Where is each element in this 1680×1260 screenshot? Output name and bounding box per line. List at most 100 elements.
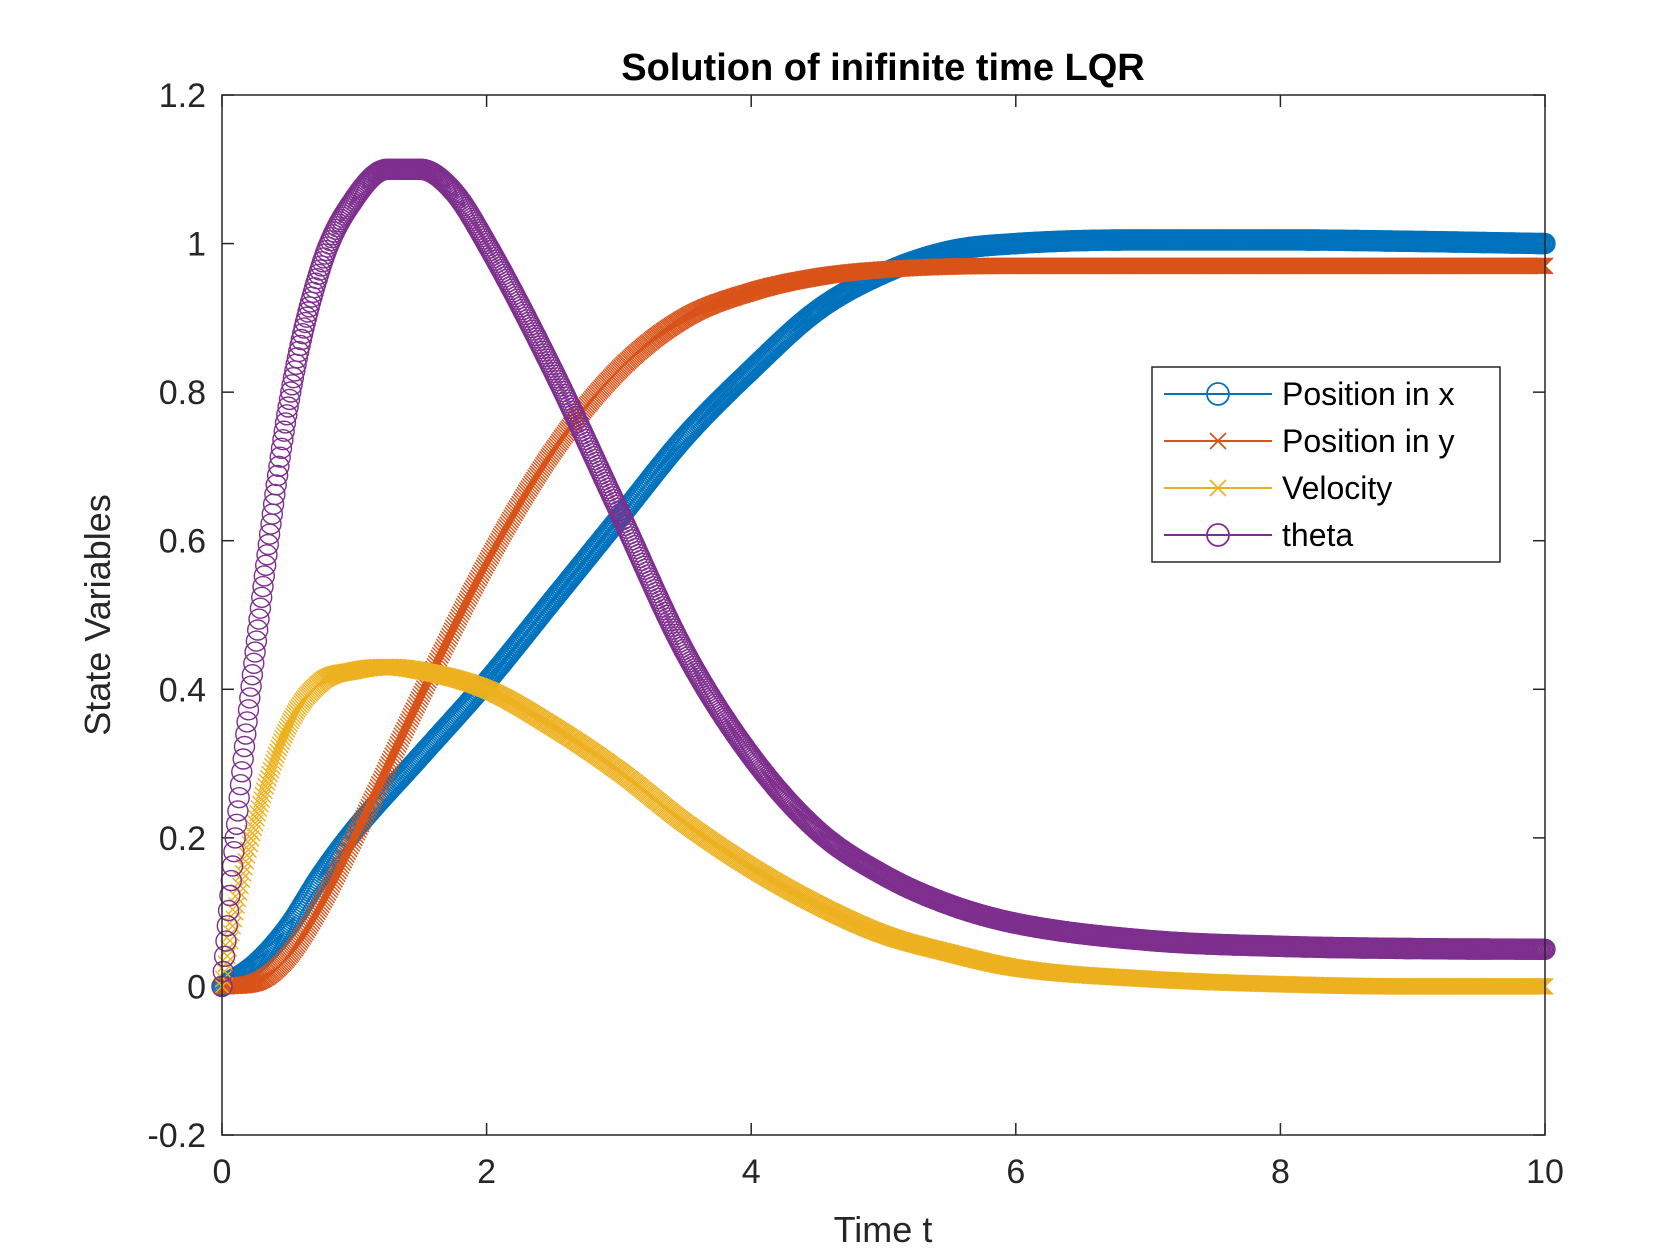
data-point — [339, 843, 357, 861]
data-point — [1529, 257, 1547, 275]
data-point — [438, 633, 456, 651]
data-point — [447, 614, 465, 632]
data-point — [463, 582, 481, 600]
data-point — [1527, 257, 1545, 275]
data-point — [351, 818, 369, 836]
data-point — [435, 638, 453, 656]
data-point — [364, 790, 382, 808]
data-point — [250, 800, 268, 818]
data-point — [237, 852, 255, 870]
data-point — [273, 733, 290, 751]
x-tick-label: 0 — [213, 1153, 232, 1191]
data-point — [365, 787, 383, 805]
x-tick-label: 6 — [1006, 1153, 1025, 1191]
data-point — [467, 574, 485, 592]
data-point — [369, 778, 387, 796]
data-point — [372, 773, 390, 791]
data-point — [390, 733, 408, 751]
data-point — [337, 846, 355, 863]
data-point — [456, 595, 474, 613]
x-tick-label: 2 — [477, 1153, 496, 1191]
data-point — [394, 724, 412, 742]
data-point — [319, 883, 337, 901]
data-point — [336, 848, 354, 866]
y-tick-label: 0 — [187, 968, 206, 1006]
data-point — [398, 716, 416, 734]
data-point — [320, 881, 338, 899]
data-point — [459, 590, 477, 608]
data-point — [275, 726, 293, 744]
data-point — [370, 775, 388, 793]
data-point — [393, 727, 411, 745]
data-point — [373, 770, 391, 788]
data-point — [1528, 257, 1546, 275]
data-point — [450, 608, 468, 626]
data-point — [380, 755, 398, 773]
data-point — [243, 824, 261, 842]
data-point — [234, 864, 252, 882]
data-point — [361, 795, 379, 813]
data-point — [397, 718, 415, 736]
data-point — [1532, 257, 1550, 275]
data-point — [1533, 257, 1551, 275]
data-point — [437, 635, 455, 653]
data-point — [381, 753, 399, 771]
data-point — [324, 873, 342, 891]
data-point — [462, 584, 480, 602]
data-point — [409, 693, 427, 711]
data-point — [217, 955, 235, 973]
legend-label: Position in x — [1282, 376, 1455, 412]
data-point — [345, 829, 363, 847]
data-point — [249, 804, 267, 822]
data-point — [279, 717, 297, 735]
y-tick-label: 0.6 — [159, 523, 206, 561]
data-point — [404, 704, 421, 722]
data-point — [332, 857, 350, 875]
data-point — [360, 798, 378, 816]
series-position-in-y — [213, 257, 1554, 995]
data-point — [431, 646, 449, 664]
data-point — [1535, 257, 1553, 275]
y-axis-label: State Variables — [77, 494, 118, 735]
data-point — [414, 682, 432, 700]
data-point — [411, 688, 429, 706]
data-point — [454, 600, 472, 618]
data-point — [401, 710, 419, 728]
data-point — [400, 713, 417, 731]
data-point — [389, 735, 407, 753]
data-point — [341, 837, 359, 855]
legend: Position in x Position in y Velocity theta — [1151, 366, 1501, 563]
data-point — [441, 627, 459, 645]
y-tick-label: 0.4 — [159, 671, 206, 709]
data-point — [367, 784, 384, 802]
data-point — [343, 834, 361, 852]
data-point — [344, 832, 362, 850]
data-point — [247, 809, 265, 827]
data-point — [214, 970, 232, 988]
y-tick-label: 1 — [187, 226, 206, 264]
legend-label: Position in y — [1282, 423, 1455, 459]
y-tick-label: 0.2 — [159, 820, 206, 858]
data-point — [277, 723, 294, 741]
data-point — [443, 622, 461, 640]
data-point — [388, 738, 406, 756]
data-point — [392, 730, 410, 748]
data-point — [348, 823, 366, 841]
data-point — [439, 630, 457, 648]
data-point — [406, 699, 424, 717]
data-point — [323, 876, 341, 893]
data-point — [326, 870, 343, 888]
plot-area — [211, 158, 1556, 998]
data-point — [442, 624, 460, 642]
data-point — [329, 862, 347, 880]
x-tick-label: 10 — [1526, 1153, 1564, 1191]
data-point — [458, 592, 476, 610]
x-axis-label: Time t — [834, 1209, 933, 1250]
data-point — [402, 707, 420, 725]
data-point — [246, 814, 264, 832]
data-point — [274, 729, 292, 747]
legend-label: Velocity — [1282, 470, 1392, 506]
data-point — [408, 696, 425, 714]
data-point — [328, 865, 346, 883]
